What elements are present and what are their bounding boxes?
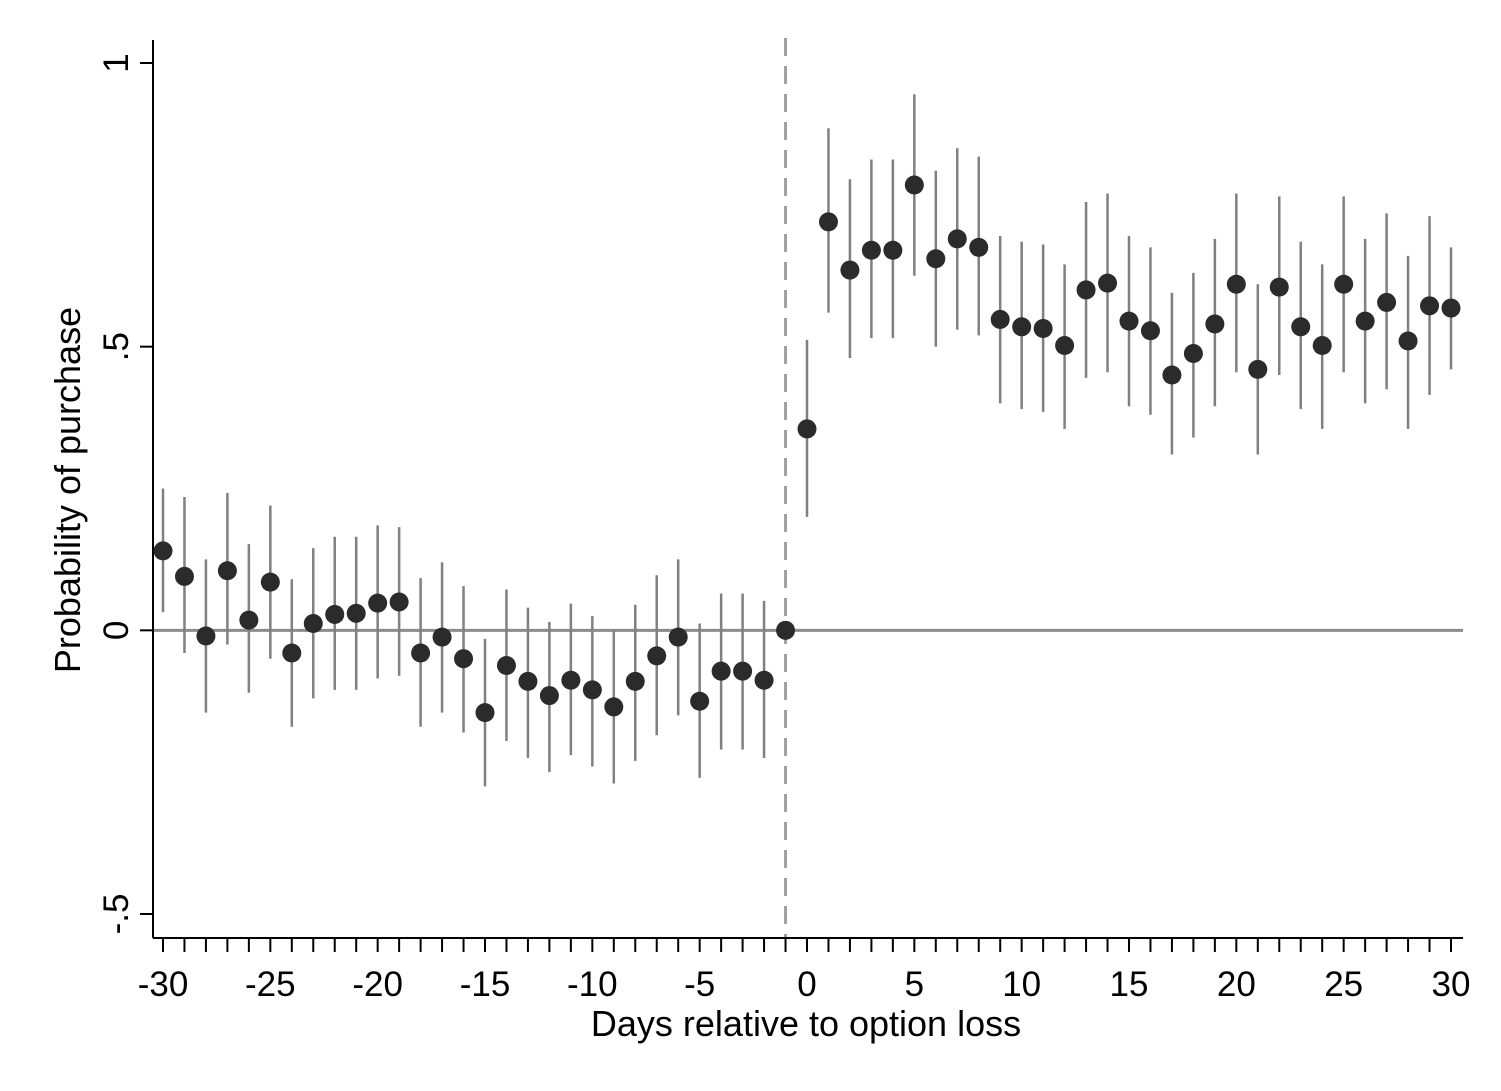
data-point xyxy=(861,240,881,260)
data-point xyxy=(368,593,388,613)
data-point xyxy=(518,671,538,691)
data-point xyxy=(454,649,474,669)
data-point xyxy=(260,572,280,592)
data-point xyxy=(1269,277,1289,297)
data-point xyxy=(647,646,667,666)
data-point xyxy=(1334,274,1354,294)
data-point xyxy=(668,627,688,647)
data-point xyxy=(1441,298,1461,318)
data-point xyxy=(1055,336,1075,356)
data-point xyxy=(625,671,645,691)
data-point xyxy=(325,604,345,624)
data-point xyxy=(1248,359,1268,379)
data-point xyxy=(1033,319,1053,339)
data-point xyxy=(818,212,838,232)
data-point xyxy=(754,670,774,690)
data-point xyxy=(153,541,173,561)
data-point xyxy=(475,703,495,723)
x-tick-label: 0 xyxy=(797,965,816,1004)
y-tick-label: -.5 xyxy=(97,894,136,935)
y-tick-label: 0 xyxy=(97,621,136,640)
data-point xyxy=(1355,311,1375,331)
x-tick-label: 25 xyxy=(1324,965,1363,1004)
data-point xyxy=(947,229,967,249)
data-point xyxy=(303,614,323,634)
x-tick-label: -30 xyxy=(138,965,189,1004)
data-point xyxy=(196,626,216,646)
data-point xyxy=(1098,273,1118,293)
data-point xyxy=(561,670,581,690)
data-point xyxy=(711,661,731,681)
data-point xyxy=(883,240,903,260)
data-point xyxy=(840,260,860,280)
x-tick-label: -5 xyxy=(684,965,715,1004)
data-point xyxy=(411,643,431,663)
data-point xyxy=(1291,317,1311,337)
data-point xyxy=(1205,314,1225,334)
y-axis-title: Probability of purchase xyxy=(47,307,88,673)
data-point xyxy=(582,680,602,700)
x-tick-label: 5 xyxy=(905,965,924,1004)
data-point xyxy=(733,661,753,681)
data-point xyxy=(604,697,624,717)
data-point xyxy=(990,309,1010,329)
y-tick-label: 1 xyxy=(97,53,136,72)
data-point xyxy=(1140,321,1160,341)
data-point xyxy=(1377,292,1397,312)
x-axis-title: Days relative to option loss xyxy=(591,1003,1021,1044)
data-point xyxy=(904,175,924,195)
y-tick-label: .5 xyxy=(97,332,136,361)
data-point xyxy=(282,643,302,663)
x-tick-label: 30 xyxy=(1432,965,1471,1004)
data-point xyxy=(174,566,194,586)
x-tick-label: -25 xyxy=(245,965,296,1004)
axes: -.5 0 .5 1 -30 -25 -20 -15 -10 -5 0 5 10 15 20 25 30 xyxy=(97,40,1470,1004)
data-point xyxy=(1226,274,1246,294)
data-point xyxy=(690,691,710,711)
x-tick-label: -10 xyxy=(567,965,618,1004)
x-tick-label: 20 xyxy=(1217,965,1256,1004)
data-point xyxy=(432,627,452,647)
data-point xyxy=(1119,311,1139,331)
x-tick-label: 15 xyxy=(1110,965,1149,1004)
data-point xyxy=(1420,296,1440,316)
data-point xyxy=(797,419,817,439)
x-tick-label: -20 xyxy=(352,965,403,1004)
data-point xyxy=(346,603,366,623)
data-point xyxy=(1076,280,1096,300)
data-point xyxy=(776,620,796,640)
plot-area xyxy=(153,38,1463,938)
data-point xyxy=(969,237,989,257)
data-point xyxy=(1162,365,1182,385)
data-point xyxy=(239,610,259,630)
data-point xyxy=(1398,331,1418,351)
data-point xyxy=(1312,336,1332,356)
x-tick-label: -15 xyxy=(460,965,511,1004)
data-point xyxy=(539,686,559,706)
data-point xyxy=(1183,343,1203,363)
data-point xyxy=(496,656,516,676)
data-point xyxy=(1012,317,1032,337)
x-tick-label: 10 xyxy=(1002,965,1041,1004)
data-point xyxy=(389,592,409,612)
data-point xyxy=(217,561,237,581)
data-point xyxy=(926,249,946,269)
